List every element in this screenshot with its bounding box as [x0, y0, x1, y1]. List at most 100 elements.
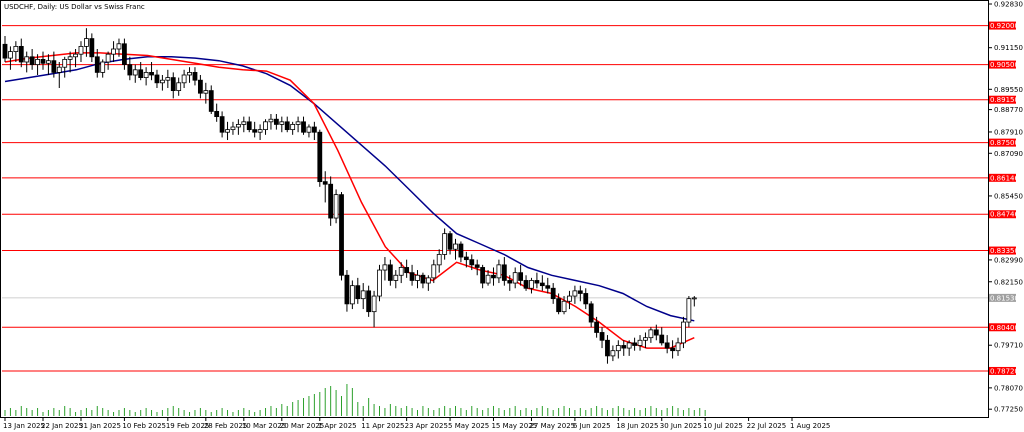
candle-body [328, 183, 334, 219]
candle-body [132, 69, 138, 76]
candle-body [94, 56, 100, 73]
y-tick-label: 0.77250 [994, 406, 1023, 414]
candle-body [583, 293, 589, 305]
level-label-box-7 [989, 323, 1016, 332]
x-tick-label: 10 Mar 2025 [242, 422, 286, 430]
x-tick-label: 5 May 2025 [448, 422, 489, 430]
candle-body [349, 285, 355, 305]
level-label-8: 0.78720 [990, 367, 1019, 375]
candle-body [518, 272, 524, 281]
candle-body [615, 345, 621, 352]
candle-body [371, 295, 377, 313]
candle-body [637, 339, 643, 346]
candle-body [138, 69, 144, 79]
candle-body [203, 90, 209, 94]
candle-body [339, 194, 344, 276]
candle-body [501, 264, 507, 281]
candle-body [197, 79, 203, 94]
candle-body [246, 121, 252, 131]
candle-body [469, 259, 475, 266]
level-label-4: 0.86146 [990, 174, 1019, 182]
candle-body [496, 264, 502, 279]
candle-body [366, 290, 372, 313]
candle-body [127, 64, 133, 76]
candle-body [73, 53, 78, 58]
candle-body [453, 243, 458, 250]
candle-body [621, 345, 627, 349]
level-label-0: 0.92000 [990, 22, 1019, 30]
candle-body [122, 43, 127, 65]
candle-body [311, 126, 317, 133]
y-tick-label: 0.78070 [994, 384, 1023, 392]
candle-body [344, 274, 350, 305]
candle-body [393, 274, 399, 281]
x-tick-label: 15 May 2025 [491, 422, 537, 430]
candle-body [13, 45, 19, 52]
level-label-3: 0.87500 [990, 139, 1019, 147]
y-tick-label: 0.91150 [994, 44, 1023, 52]
candle-body [561, 300, 567, 313]
candle-body [626, 342, 632, 349]
chart-title: USDCHF, Daily: US Dollar vs Swiss Franc [4, 3, 145, 11]
candle-body [105, 53, 111, 63]
candle-body [458, 243, 464, 258]
candle-body [545, 285, 551, 289]
y-tick-label: 0.89550 [994, 86, 1023, 94]
candle-body [512, 272, 518, 284]
candle-body [29, 56, 35, 65]
candle-body [187, 71, 192, 76]
candle-body [333, 194, 339, 219]
x-tick-label: 30 Jun 2025 [660, 422, 702, 430]
candle-body [572, 290, 578, 297]
y-tick-label: 0.82990 [994, 256, 1023, 264]
candle-body [382, 264, 388, 271]
candle-body [176, 82, 182, 92]
x-tick-label: 1 Apr 2025 [318, 422, 357, 430]
candle-body [436, 254, 442, 266]
candle-body [507, 280, 513, 284]
candle-body [577, 290, 583, 294]
candle-body [523, 280, 529, 289]
candle-body [567, 295, 572, 302]
level-lines [2, 25, 988, 372]
candle-body [539, 282, 545, 287]
y-tick-label: 0.87910 [994, 128, 1023, 136]
y-axis: 0.92830 0.91150 0.89550 0.88770 0.87910 0.870… [988, 1, 1023, 414]
candle-body [556, 298, 562, 313]
candle-body [181, 74, 187, 84]
candle-body [192, 71, 198, 81]
candle-body [241, 121, 247, 125]
y-tick-label: 0.87090 [994, 150, 1023, 158]
candle-body [154, 74, 160, 84]
candle-body [24, 56, 30, 63]
x-tick-label: 6 Jun 2025 [573, 422, 611, 430]
x-tick-label: 19 Feb 2025 [166, 422, 210, 430]
candle-body [111, 48, 116, 55]
candle-body [143, 71, 149, 79]
x-tick-label: 20 Mar 2025 [280, 422, 324, 430]
candle-body [447, 233, 453, 250]
candle-body [387, 264, 393, 281]
level-label-5: 0.84746 [990, 211, 1019, 219]
x-tick-label: 28 Feb 2025 [204, 422, 248, 430]
candle-body [594, 321, 600, 333]
candle-body [100, 61, 106, 73]
candle-body [588, 303, 594, 323]
candle-body [317, 131, 323, 183]
candle-body [268, 118, 274, 123]
candle-body [67, 56, 73, 60]
candle-body [159, 79, 165, 84]
x-tick-label: 22 Jan 2025 [41, 422, 83, 430]
candle-body [643, 337, 648, 341]
candle-body [273, 118, 279, 125]
candle-body [691, 297, 697, 300]
candle-body [485, 274, 491, 284]
candle-body [56, 66, 62, 73]
level-labels: 0.92000 0.90500 0.89150 0.87500 0.86146 0.847… [989, 21, 1019, 375]
candle-body [431, 264, 437, 279]
candle-body [235, 124, 241, 128]
candle-body [46, 60, 51, 64]
candle-body [40, 58, 46, 64]
candle-body [306, 126, 312, 133]
